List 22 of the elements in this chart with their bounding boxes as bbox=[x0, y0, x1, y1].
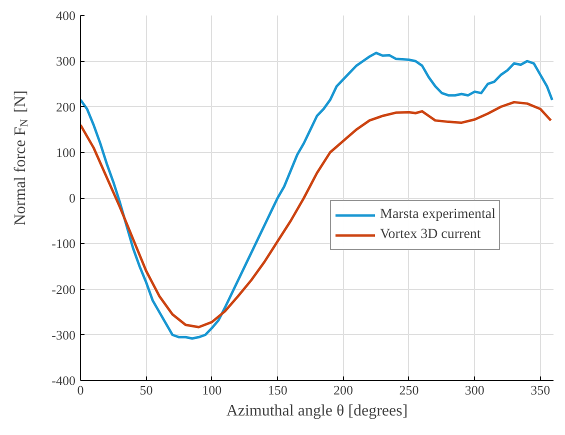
y-tick-label: 400 bbox=[56, 8, 76, 23]
y-tick-label: 200 bbox=[56, 99, 76, 114]
y-tick-label: 300 bbox=[56, 54, 76, 69]
line-series bbox=[80, 52, 554, 340]
x-tick-label: 150 bbox=[268, 382, 288, 398]
line-series bbox=[80, 100, 552, 328]
y-tick-label: 100 bbox=[56, 144, 76, 160]
y-tick-label: 0 bbox=[69, 190, 76, 206]
x-axis-title: Azimuthal angle θ [degrees] bbox=[226, 402, 408, 420]
legend-label: Marsta experimental bbox=[380, 207, 496, 223]
y-tick-label: -400 bbox=[52, 373, 76, 388]
legend-label: Vortex 3D current bbox=[380, 227, 481, 243]
x-tick-label: 200 bbox=[334, 382, 354, 398]
x-tick-label: 350 bbox=[530, 382, 550, 398]
x-tick-label: 300 bbox=[464, 382, 484, 398]
x-tick-label: 250 bbox=[399, 382, 419, 398]
x-tick-label: 50 bbox=[140, 382, 153, 398]
y-tick-label: -200 bbox=[52, 282, 76, 297]
x-tick-label: 100 bbox=[202, 382, 222, 398]
y-axis-title: Normal force FN [N] bbox=[12, 90, 30, 226]
y-tick-label: -100 bbox=[52, 236, 76, 252]
y-tick-label: -300 bbox=[52, 327, 76, 342]
